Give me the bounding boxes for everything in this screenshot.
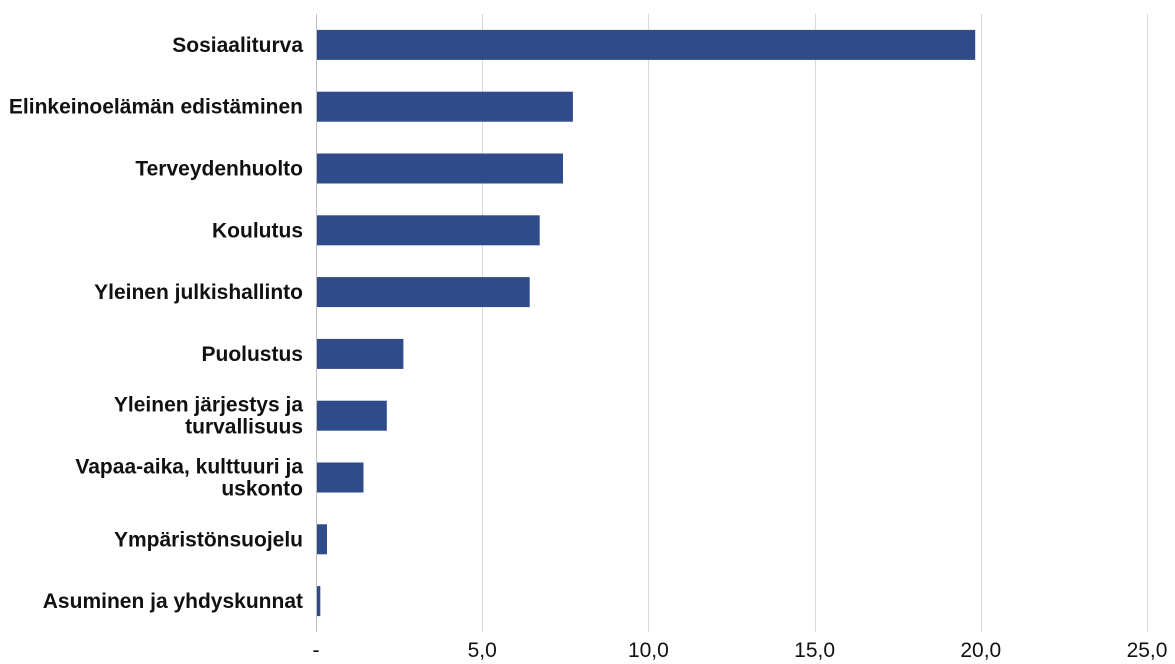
bar — [317, 215, 540, 246]
category-label: Vapaa-aika, kulttuuri ja uskonto — [75, 456, 303, 501]
category-label-line: Asuminen ja yhdyskunnat — [43, 590, 303, 613]
bar — [317, 462, 364, 493]
category-label-line: Koulutus — [212, 219, 303, 242]
category-label: Koulutus — [212, 219, 303, 242]
category-label-line: Terveydenhuolto — [135, 158, 303, 181]
bar — [317, 29, 976, 60]
category-label-line: Elinkeinoelämän edistäminen — [9, 96, 303, 119]
category-label-line: Vapaa-aika, kulttuuri ja — [75, 456, 303, 479]
category-label: Elinkeinoelämän edistäminen — [9, 96, 303, 119]
category-label-line: Yleinen järjestys ja — [114, 394, 303, 417]
x-tick-label: 15,0 — [794, 639, 835, 662]
bar — [317, 91, 573, 122]
category-label-line: turvallisuus — [185, 416, 303, 439]
category-label-line: Ympäristönsuojelu — [114, 528, 303, 551]
bar — [317, 524, 327, 555]
x-tick-label: 20,0 — [960, 639, 1001, 662]
category-label: Sosiaaliturva — [172, 34, 303, 57]
category-labels: Sosiaaliturva Elinkeinoelämän edistäminen… — [9, 34, 303, 613]
bar — [317, 338, 404, 369]
bar — [317, 400, 387, 431]
bar — [317, 153, 563, 184]
category-label: Puolustus — [201, 343, 303, 366]
category-label: Asuminen ja yhdyskunnat — [43, 590, 303, 613]
category-label: Yleinen julkishallinto — [94, 281, 303, 304]
category-label: Yleinen järjestys ja turvallisuus — [114, 394, 303, 439]
x-tick-label: 10,0 — [628, 639, 669, 662]
category-label-line: uskonto — [221, 478, 303, 501]
category-label: Ympäristönsuojelu — [114, 528, 303, 551]
x-axis-tick-labels: - 5,0 10,0 15,0 20,0 25,0 — [313, 639, 1168, 662]
bar-layer — [317, 29, 976, 617]
bar — [317, 277, 530, 308]
category-label: Terveydenhuolto — [135, 158, 303, 181]
bar — [317, 586, 321, 617]
category-label-line: Puolustus — [201, 343, 303, 366]
x-tick-label: 5,0 — [468, 639, 497, 662]
category-label-line: Yleinen julkishallinto — [94, 281, 303, 304]
x-tick-label: 25,0 — [1127, 639, 1168, 662]
category-label-line: Sosiaaliturva — [172, 34, 303, 57]
x-tick-label: - — [313, 639, 320, 662]
